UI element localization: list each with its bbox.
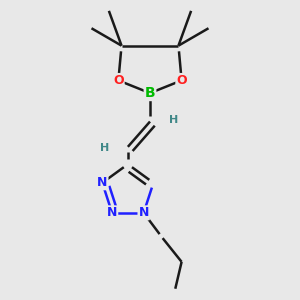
Text: H: H [100,143,109,153]
Text: O: O [113,74,124,87]
Text: N: N [97,176,107,189]
Text: B: B [145,86,155,100]
Text: O: O [176,74,187,87]
Text: H: H [169,115,178,125]
Text: N: N [139,206,149,219]
Text: N: N [107,206,117,219]
